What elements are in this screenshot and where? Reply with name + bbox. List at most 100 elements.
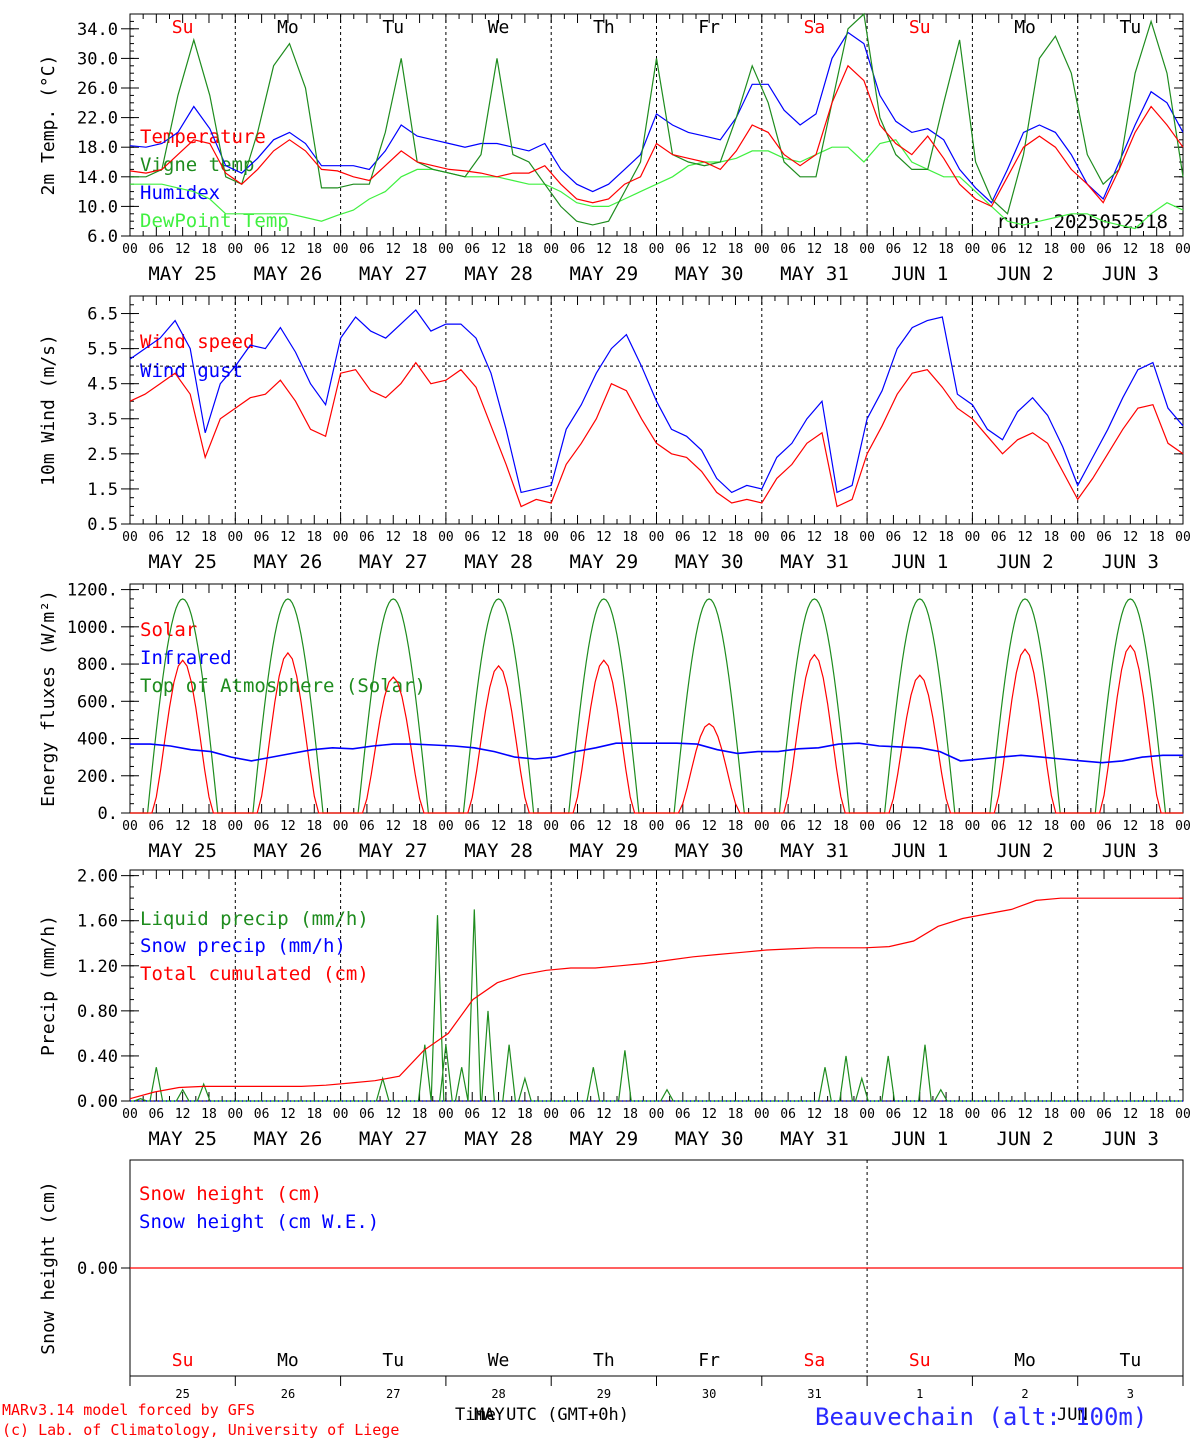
y-tick-label: 0.00 [77,1259,118,1279]
hour-label: 06 [570,530,586,545]
legend-entry: Liquid precip (mm/h) [140,908,369,930]
date-label: MAY 25 [148,1128,217,1150]
hour-label: 00 [859,530,875,545]
hour-label: 18 [833,819,849,834]
hour-label: 12 [175,530,191,545]
legend-entry: Top of Atmosphere (Solar) [140,675,426,697]
y-tick-label: 1000. [67,618,118,638]
weekday-label: Su [909,17,931,38]
hour-label: 06 [886,530,902,545]
credit-model: MARv3.14 model forced by GFS [2,1401,255,1419]
day-number: 25 [175,1387,189,1401]
hour-label: 06 [359,530,375,545]
hour-label: 06 [991,819,1007,834]
day-number: 2 [1021,1387,1028,1401]
y-axis-label: Energy fluxes (W/m²) [38,590,59,807]
hour-label: 18 [833,1107,849,1122]
hour-label: 18 [412,1107,428,1122]
hour-label: 18 [938,1107,954,1122]
date-label: MAY 27 [359,840,428,862]
hour-label: 00 [965,1107,981,1122]
hour-label: 00 [754,242,770,257]
legend-entry: Snow height (cm W.E.) [139,1211,379,1233]
hour-label: 06 [464,530,480,545]
hour-label: 18 [728,242,744,257]
date-label: JUN 1 [891,1128,948,1150]
date-label: JUN 1 [891,263,948,285]
date-label: MAY 29 [570,840,639,862]
hour-label: 00 [122,1107,138,1122]
hour-label: 12 [1123,819,1139,834]
hour-label: 12 [491,242,507,257]
hour-label: 00 [754,530,770,545]
hour-label: 00 [649,819,665,834]
hour-label: 12 [175,819,191,834]
date-label: MAY 30 [675,263,744,285]
day-number: 27 [386,1387,400,1401]
hour-label: 12 [912,242,928,257]
hour-label: 12 [912,819,928,834]
y-axis-label: Precip (mm/h) [38,915,59,1056]
legend-entry: Solar [140,619,197,641]
legend-entry: Snow precip (mm/h) [140,935,346,957]
hour-label: 00 [227,242,243,257]
x-axis-label: Time UTC (GMT+0h) [455,1405,629,1425]
weekday-label: Sa [804,17,826,38]
hour-label: 18 [517,1107,533,1122]
month-label-jun: JUN [1057,1405,1088,1425]
hour-label: 18 [201,242,217,257]
hour-label: 12 [385,530,401,545]
hour-label: 00 [1070,530,1086,545]
hour-label: 06 [359,242,375,257]
y-tick-label: 10.0 [77,197,118,217]
weekday-label: We [488,1350,510,1371]
hour-label: 12 [385,819,401,834]
hour-label: 18 [622,819,638,834]
hour-label: 12 [491,819,507,834]
date-label: MAY 29 [570,551,639,573]
hour-label: 06 [148,1107,164,1122]
weekday-label: Mo [277,1350,299,1371]
hour-label: 12 [385,242,401,257]
hour-label: 12 [491,1107,507,1122]
hour-label: 18 [1149,1107,1165,1122]
y-tick-label: 14.0 [77,168,118,188]
date-label: MAY 28 [464,551,533,573]
y-tick-label: 5.5 [87,340,118,360]
hour-label: 18 [412,819,428,834]
date-label: MAY 28 [464,263,533,285]
hour-label: 18 [1044,819,1060,834]
hour-label: 12 [701,242,717,257]
date-label: MAY 25 [148,840,217,862]
hour-label: 06 [464,1107,480,1122]
y-tick-label: 3.5 [87,410,118,430]
hour-label: 06 [254,530,270,545]
date-label: JUN 2 [996,263,1053,285]
hour-label: 06 [675,1107,691,1122]
hour-label: 00 [122,819,138,834]
legend-entry: Wind gust [140,360,243,382]
hour-label: 18 [622,1107,638,1122]
y-tick-label: 0. [98,804,118,824]
weekday-label: Sa [804,1350,826,1371]
hour-label: 06 [359,819,375,834]
series-line [129,31,1184,204]
series-line [130,742,1183,764]
hour-label: 12 [280,1107,296,1122]
hour-label: 12 [807,819,823,834]
hour-label: 00 [859,242,875,257]
date-label: MAY 30 [675,1128,744,1150]
hour-label: 00 [122,530,138,545]
hour-label: 12 [491,530,507,545]
legend-entry: DewPoint Temp [140,210,289,232]
hour-label: 06 [780,530,796,545]
y-tick-label: 800. [77,655,118,675]
y-axis-label: 2m Temp. (°C) [38,55,59,196]
hour-label: 12 [701,1107,717,1122]
date-label: MAY 31 [780,840,849,862]
hour-label: 12 [1017,1107,1033,1122]
y-tick-label: 1.60 [77,912,118,932]
y-tick-label: 0.5 [87,515,118,535]
y-tick-label: 6.0 [87,227,118,247]
hour-label: 12 [1123,242,1139,257]
